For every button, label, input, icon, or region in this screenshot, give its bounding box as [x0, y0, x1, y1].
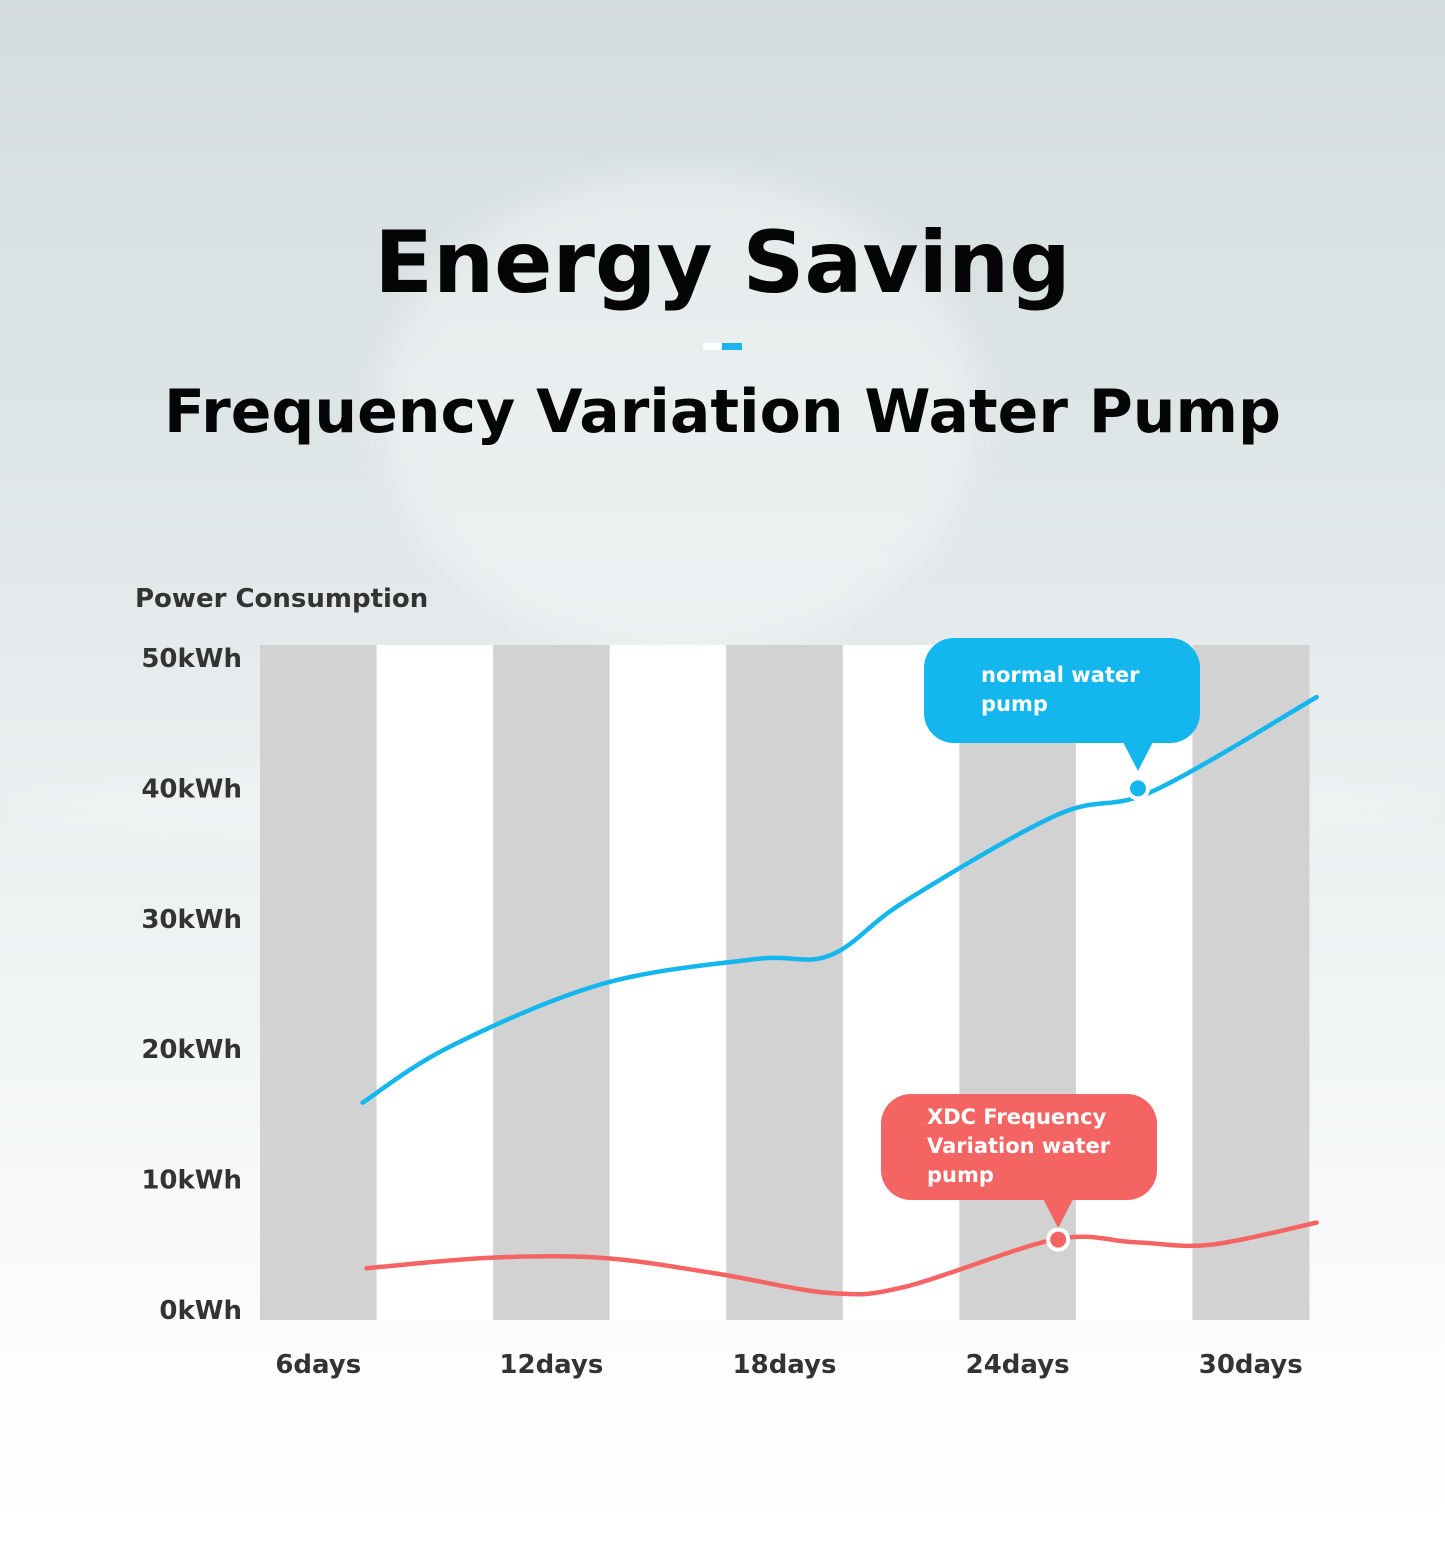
xdc-pump-callout-text: Variation water [927, 1134, 1111, 1158]
normal-pump-callout-text: pump [981, 692, 1048, 716]
y-tick-label: 10kWh [141, 1166, 242, 1196]
column-bands [260, 645, 1310, 1320]
x-tick-label: 30days [1199, 1350, 1303, 1380]
page-subtitle: Frequency Variation Water Pump [164, 377, 1281, 447]
y-tick-label: 20kWh [141, 1035, 242, 1065]
column-band [842, 645, 960, 1320]
column-band [493, 645, 611, 1320]
x-tick-label: 6days [275, 1350, 361, 1380]
y-tick-label: 0kWh [159, 1296, 242, 1326]
xdc-pump-marker [1046, 1227, 1071, 1252]
y-axis-ticks: 50kWh 40kWh 30kWh 20kWh 10kWh 0kWh [141, 644, 242, 1326]
normal-pump-callout-text: normal water [981, 663, 1140, 687]
y-tick-label: 30kWh [141, 905, 242, 935]
xdc-pump-callout: XDC Frequency Variation water pump [881, 1094, 1157, 1228]
x-tick-label: 12days [499, 1350, 603, 1380]
x-tick-label: 18days [733, 1350, 837, 1380]
xdc-pump-callout-bubble [881, 1094, 1157, 1200]
y-axis-label: Power Consumption [135, 584, 428, 614]
water-splash [380, 170, 980, 650]
normal-pump-marker [1125, 776, 1150, 801]
column-band [1192, 645, 1310, 1320]
normal-pump-callout-pointer [1122, 742, 1153, 771]
xdc-pump-callout-text: XDC Frequency [927, 1105, 1107, 1129]
column-band [609, 645, 727, 1320]
y-tick-label: 40kWh [141, 774, 242, 804]
x-tick-label: 24days [966, 1350, 1070, 1380]
normal-pump-callout: normal water pump [924, 638, 1200, 771]
xdc-pump-callout-text: pump [927, 1163, 994, 1187]
y-tick-label: 50kWh [141, 644, 242, 674]
page-title: Energy Saving [374, 213, 1071, 313]
normal-pump-callout-bubble [924, 638, 1200, 743]
column-band [726, 645, 844, 1320]
callouts: normal water pump XDC Frequency Variation w… [881, 638, 1200, 1228]
divider-dash [703, 343, 721, 350]
column-band [376, 645, 494, 1320]
column-band [260, 645, 378, 1320]
series-lines [360, 694, 1319, 1297]
x-axis-ticks: 6days 12days 18days 24days 30days [275, 1350, 1302, 1380]
xdc-pump-line [364, 1220, 1319, 1297]
xdc-pump-callout-pointer [1043, 1199, 1074, 1228]
divider-dash-accent [722, 343, 742, 350]
